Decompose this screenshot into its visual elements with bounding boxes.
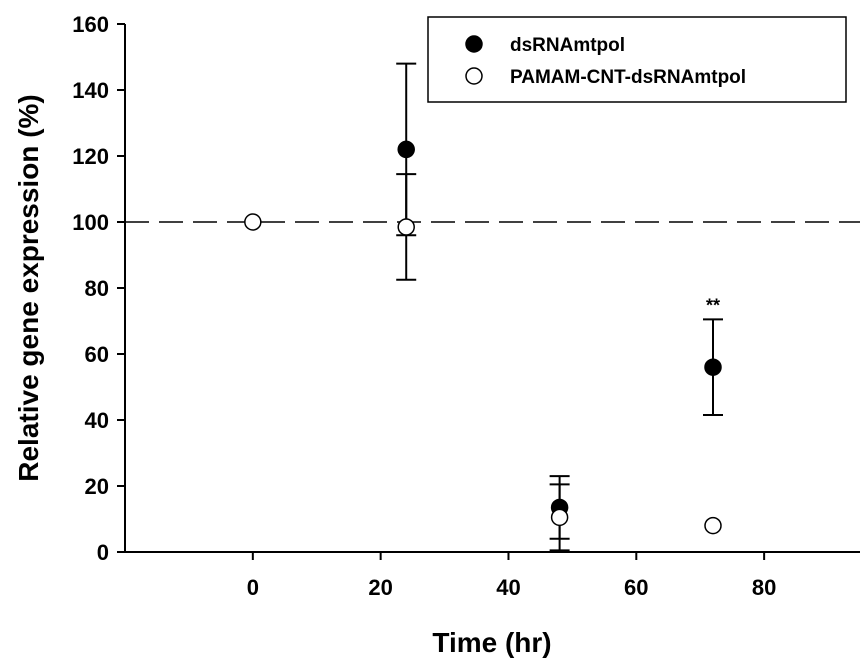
legend-marker-dsrnamtpol bbox=[465, 35, 483, 53]
y-tick-label: 140 bbox=[72, 78, 109, 103]
annotations: ** bbox=[706, 295, 720, 315]
y-tick-label: 160 bbox=[72, 12, 109, 37]
y-tick-label: 100 bbox=[72, 210, 109, 235]
significance-annotation: ** bbox=[706, 295, 720, 315]
legend-box bbox=[427, 16, 847, 103]
x-tick-label: 20 bbox=[368, 575, 392, 600]
y-tick-label: 60 bbox=[85, 342, 109, 367]
data-point-open bbox=[244, 213, 262, 231]
y-tick-label: 0 bbox=[97, 540, 109, 565]
data-points bbox=[244, 140, 722, 535]
x-tick-label: 40 bbox=[496, 575, 520, 600]
y-tick-label: 120 bbox=[72, 144, 109, 169]
legend-label-pamam-cnt-dsrnamtpol: PAMAM-CNT-dsRNAmtpol bbox=[510, 67, 746, 88]
x-tick-label: 80 bbox=[752, 575, 776, 600]
y-axis-title: Relative gene expression (%) bbox=[13, 94, 44, 481]
x-tick-label: 0 bbox=[247, 575, 259, 600]
legend-label-dsrnamtpol: dsRNAmtpol bbox=[510, 35, 625, 56]
legend: dsRNAmtpol PAMAM-CNT-dsRNAmtpol bbox=[427, 16, 847, 103]
data-point-open bbox=[704, 516, 722, 535]
error-bars bbox=[396, 62, 723, 552]
y-tick-label: 40 bbox=[85, 408, 109, 433]
x-ticks: 0 20 40 60 80 bbox=[247, 552, 776, 600]
legend-marker-pamam-cnt-dsrnamtpol bbox=[465, 67, 483, 85]
x-tick-label: 60 bbox=[624, 575, 648, 600]
axes bbox=[124, 24, 860, 553]
data-point-open bbox=[397, 218, 415, 236]
y-ticks: 0 20 40 60 80 100 120 140 160 bbox=[72, 12, 125, 565]
data-point-filled bbox=[397, 140, 415, 159]
data-point-filled bbox=[704, 358, 722, 376]
y-tick-label: 80 bbox=[85, 276, 109, 301]
y-tick-label: 20 bbox=[85, 474, 109, 499]
data-point-open bbox=[550, 508, 569, 527]
x-axis-title: Time (hr) bbox=[432, 627, 551, 658]
